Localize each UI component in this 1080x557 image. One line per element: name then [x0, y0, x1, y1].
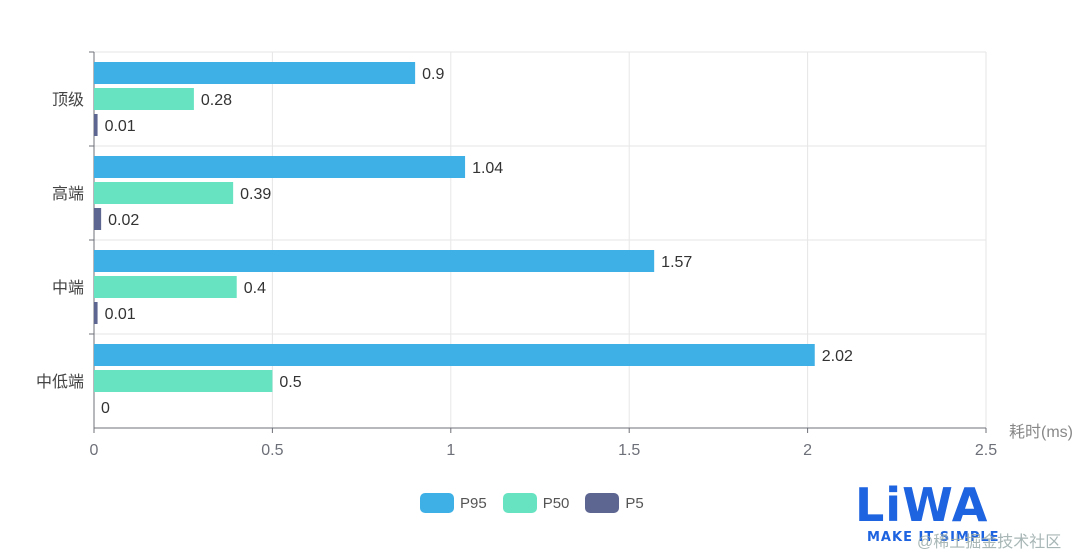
legend-item-p95[interactable]: P95	[420, 493, 487, 513]
watermark-tagline: MAKE IT SIMPLE	[867, 530, 1000, 545]
legend-item-p50[interactable]: P50	[502, 493, 570, 513]
bar-p95	[94, 250, 655, 272]
data-label: 0.01	[105, 306, 136, 323]
bar-p5	[94, 208, 102, 230]
data-label: 1.04	[472, 160, 503, 177]
data-label: 1.57	[661, 254, 692, 271]
bar-p50	[94, 88, 194, 110]
legend-swatch-p5	[585, 493, 620, 513]
bar-p50	[94, 276, 237, 298]
legend-swatch-p95	[420, 493, 454, 513]
data-label: 0.28	[201, 92, 232, 109]
legend-item-p5[interactable]: P5	[585, 493, 644, 513]
bar-p95	[94, 156, 466, 178]
bar-p95	[94, 344, 815, 366]
bar-p50	[94, 182, 234, 204]
bar-p95	[94, 62, 416, 84]
data-label: 0.5	[279, 374, 301, 391]
watermark: LiWA MAKE IT SIMPLE @稀土掘金技术社区	[855, 478, 1065, 556]
data-label: 0.02	[108, 212, 139, 229]
data-label: 0.4	[244, 280, 266, 297]
legend-label-p50: P50	[542, 494, 570, 512]
y-category-label: 中低端	[36, 373, 84, 391]
data-label: 0.39	[240, 186, 271, 203]
data-label: 0.01	[105, 118, 136, 135]
bar-p5	[94, 114, 98, 136]
x-tick-label: 2.5	[975, 442, 997, 459]
bar-chart: 0 0.5 1 1.5 2 2.5 耗时(ms) 顶级 0.9 0.28 0.01 高端 1.04 0.3…	[36, 51, 1073, 459]
y-category-label: 顶级	[52, 91, 84, 109]
x-tick-label: 0.5	[261, 442, 283, 459]
bar-p5	[94, 302, 98, 324]
data-label: 0	[101, 400, 110, 417]
x-tick-label: 2	[803, 442, 812, 459]
watermark-logo: LiWA	[855, 478, 989, 532]
x-axis-label: 耗时(ms)	[1009, 423, 1073, 441]
bar-p50	[94, 370, 273, 392]
x-tick-label: 1	[446, 442, 455, 459]
x-tick-label: 1.5	[618, 442, 640, 459]
data-label: 0.9	[422, 66, 444, 83]
data-label: 2.02	[822, 348, 853, 365]
legend: P95 P50 P5	[420, 493, 660, 513]
legend-label-p5: P5	[625, 494, 644, 512]
legend-label-p95: P95	[460, 494, 487, 512]
watermark-overlay: @稀土掘金技术社区	[917, 534, 1062, 551]
y-category-label: 高端	[52, 185, 84, 203]
legend-swatch-p50	[502, 493, 537, 513]
x-tick-label: 0	[90, 442, 99, 459]
y-category-label: 中端	[52, 279, 84, 297]
